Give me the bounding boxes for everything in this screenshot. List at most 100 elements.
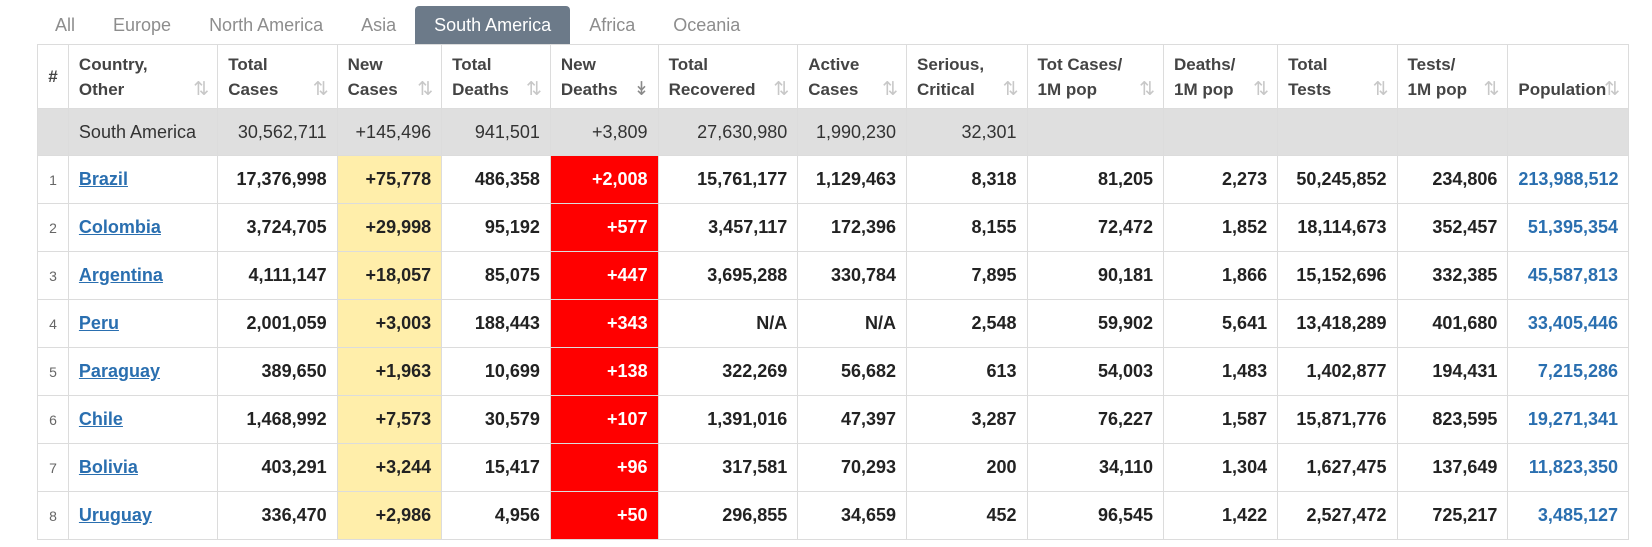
column-header-line-1: Total bbox=[228, 54, 268, 74]
column-header-total-tests[interactable]: Total Tests ⇅ bbox=[1277, 44, 1398, 109]
total-recovered-cell: 322,269 bbox=[657, 347, 799, 396]
sort-arrows-icon[interactable]: ⇅ bbox=[882, 79, 899, 100]
column-header-new-cases[interactable]: New Cases ⇅ bbox=[336, 44, 443, 109]
population-link[interactable]: 51,395,354 bbox=[1527, 217, 1618, 237]
column-header-line-2: 1M pop bbox=[1174, 79, 1234, 99]
table-row: 5 Paraguay 389,650 +1,963 10,699 +138 322,269 5… bbox=[37, 347, 1629, 396]
sort-arrows-icon[interactable]: ⇅ bbox=[773, 79, 790, 100]
tab-asia[interactable]: Asia bbox=[361, 14, 397, 35]
tab-africa[interactable]: Africa bbox=[589, 14, 636, 35]
total-tests-cell: 1,627,475 bbox=[1277, 443, 1398, 492]
country-link[interactable]: Paraguay bbox=[78, 361, 160, 381]
active-cases-cell: 47,397 bbox=[797, 395, 908, 444]
column-header-line-1: Deaths/ bbox=[1174, 54, 1236, 74]
column-header-population[interactable]: Population ⇅ bbox=[1507, 44, 1629, 109]
tab-oceania[interactable]: Oceania bbox=[673, 14, 741, 35]
population-link[interactable]: 213,988,512 bbox=[1518, 169, 1619, 189]
country-link[interactable]: Brazil bbox=[78, 169, 128, 189]
country-cell: Paraguay bbox=[67, 347, 219, 396]
rank-cell: 3 bbox=[37, 251, 69, 300]
country-link[interactable]: Argentina bbox=[78, 265, 163, 285]
new-cases-cell: +2,986 bbox=[336, 491, 443, 540]
rank-cell: 5 bbox=[37, 347, 69, 396]
country-link[interactable]: Bolivia bbox=[78, 457, 138, 477]
population-link[interactable]: 45,587,813 bbox=[1527, 265, 1618, 285]
column-header-line-1: Tot Cases/ bbox=[1037, 54, 1123, 74]
new-cases-cell: +75,778 bbox=[336, 155, 443, 204]
column-header-total-recovered[interactable]: Total Recovered ⇅ bbox=[657, 44, 799, 109]
country-link[interactable]: Uruguay bbox=[78, 505, 152, 525]
rank-cell: 7 bbox=[37, 443, 69, 492]
sort-arrows-icon[interactable]: ⇅ bbox=[525, 79, 542, 100]
population-cell: 19,271,341 bbox=[1507, 395, 1629, 444]
serious-critical-cell: 452 bbox=[906, 491, 1028, 540]
column-header-label: # bbox=[48, 67, 58, 86]
sort-arrows-icon[interactable]: ⇅ bbox=[312, 79, 329, 100]
total-cases-cell: 3,724,705 bbox=[217, 203, 338, 252]
sort-arrows-icon[interactable]: ⇅ bbox=[1002, 79, 1019, 100]
column-header-active-cases[interactable]: Active Cases ⇅ bbox=[797, 44, 908, 109]
tests-per-1m-cell bbox=[1396, 108, 1509, 156]
sort-arrows-icon[interactable]: ⇅ bbox=[1139, 79, 1155, 100]
column-header-new-deaths[interactable]: New Deaths ↡ bbox=[549, 44, 659, 109]
tests-per-1m-cell: 194,431 bbox=[1396, 347, 1509, 396]
country-cell: Colombia bbox=[67, 203, 219, 252]
tests-per-1m-cell: 234,806 bbox=[1396, 155, 1509, 204]
new-deaths-cell: +2,008 bbox=[549, 155, 659, 204]
total-cases-cell: 336,470 bbox=[217, 491, 338, 540]
column-header-rank[interactable]: # bbox=[37, 44, 69, 109]
rank-cell: 8 bbox=[37, 491, 69, 540]
population-link[interactable]: 11,823,350 bbox=[1528, 457, 1618, 477]
sort-arrows-icon[interactable]: ⇅ bbox=[1372, 79, 1389, 100]
sort-arrows-icon[interactable]: ⇅ bbox=[1604, 79, 1620, 100]
sort-arrows-icon[interactable]: ⇅ bbox=[193, 79, 210, 100]
new-cases-cell: +145,496 bbox=[336, 108, 443, 156]
tests-per-1m-cell: 137,649 bbox=[1396, 443, 1509, 492]
tests-per-1m-cell: 823,595 bbox=[1396, 395, 1509, 444]
new-deaths-cell: +96 bbox=[549, 443, 659, 492]
column-header-label: Deaths/1M pop bbox=[1174, 52, 1235, 102]
population-link[interactable]: 19,271,341 bbox=[1527, 409, 1618, 429]
new-cases-cell: +1,963 bbox=[336, 347, 443, 396]
country-link[interactable]: Peru bbox=[78, 313, 119, 333]
cases-per-1m-cell: 59,902 bbox=[1026, 299, 1165, 348]
population-link[interactable]: 33,405,446 bbox=[1527, 313, 1618, 333]
total-recovered-cell: 1,391,016 bbox=[657, 395, 799, 444]
country-link[interactable]: Chile bbox=[78, 409, 123, 429]
country-link[interactable]: Colombia bbox=[78, 217, 161, 237]
sort-arrows-icon[interactable]: ⇅ bbox=[1483, 79, 1500, 100]
column-header-deaths-per-1m[interactable]: Deaths/1M pop ⇅ bbox=[1162, 44, 1279, 109]
sort-arrows-icon[interactable]: ⇅ bbox=[417, 79, 434, 100]
column-header-line-2: Cases bbox=[228, 79, 279, 99]
column-header-tests-per-1m[interactable]: Tests/1M pop ⇅ bbox=[1396, 44, 1509, 109]
population-cell: 213,988,512 bbox=[1507, 155, 1629, 204]
table-row: 8 Uruguay 336,470 +2,986 4,956 +50 296,855 34,6… bbox=[37, 491, 1629, 540]
table-row: 3 Argentina 4,111,147 +18,057 85,075 +447 3,69… bbox=[37, 251, 1629, 300]
tab-south-america[interactable]: South America bbox=[415, 6, 571, 44]
population-link[interactable]: 3,485,127 bbox=[1537, 505, 1618, 525]
active-cases-cell: 1,990,230 bbox=[797, 108, 908, 156]
serious-critical-cell: 32,301 bbox=[906, 108, 1028, 156]
column-header-line-2: 1M pop bbox=[1407, 79, 1468, 99]
column-header-total-deaths[interactable]: Total Deaths ⇅ bbox=[441, 44, 551, 109]
new-deaths-cell: +107 bbox=[549, 395, 659, 444]
column-header-country[interactable]: Country, Other ⇅ bbox=[67, 44, 219, 109]
column-header-cases-per-1m[interactable]: Tot Cases/1M pop ⇅ bbox=[1026, 44, 1165, 109]
active-cases-cell: 34,659 bbox=[797, 491, 908, 540]
tab-europe[interactable]: Europe bbox=[113, 14, 172, 35]
column-header-total-cases[interactable]: Total Cases ⇅ bbox=[217, 44, 338, 109]
tab-all[interactable]: All bbox=[55, 14, 76, 35]
active-cases-cell: 56,682 bbox=[797, 347, 908, 396]
sort-desc-icon[interactable]: ↡ bbox=[633, 79, 650, 100]
sort-arrows-icon[interactable]: ⇅ bbox=[1253, 79, 1270, 100]
population-cell: 7,215,286 bbox=[1507, 347, 1629, 396]
region-tabs: All Europe North America Asia South Amer… bbox=[38, 6, 759, 44]
rank-cell bbox=[37, 108, 69, 156]
tab-north-america[interactable]: North America bbox=[209, 14, 324, 35]
covid-stats-table: # Country, Other ⇅ Total Cases ⇅ New Cases ⇅ Total… bbox=[37, 44, 1629, 540]
column-header-label: New Cases bbox=[348, 52, 398, 102]
table-row: 6 Chile 1,468,992 +7,573 30,579 +107 1,391,016… bbox=[37, 395, 1629, 444]
column-header-serious-critical[interactable]: Serious, Critical ⇅ bbox=[906, 44, 1028, 109]
population-link[interactable]: 7,215,286 bbox=[1537, 361, 1618, 381]
new-cases-cell: +7,573 bbox=[336, 395, 443, 444]
